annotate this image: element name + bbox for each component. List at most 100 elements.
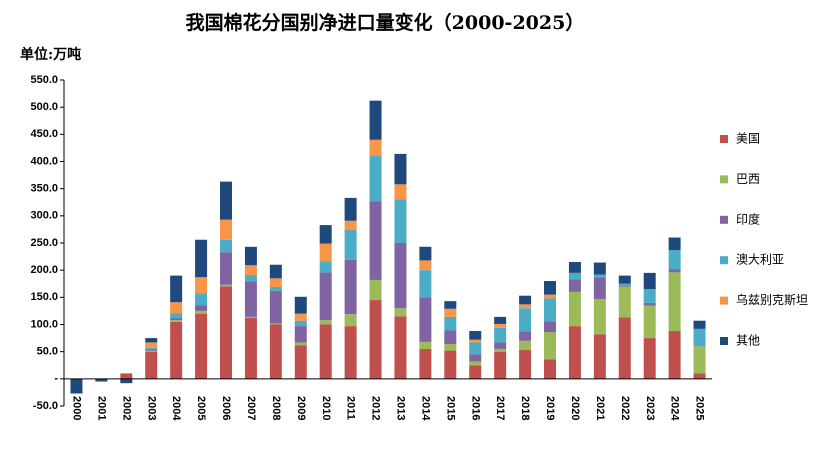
bar	[593, 277, 606, 299]
bar	[444, 344, 457, 351]
x-tick-label: 2023	[644, 396, 656, 420]
legend-swatch	[720, 256, 728, 265]
x-tick-label: 2006	[220, 396, 232, 420]
bar	[319, 324, 332, 379]
chart-title: 我国棉花分国别净进口量变化（2000-2025）	[186, 11, 585, 34]
bar	[419, 341, 432, 349]
bar	[120, 378, 133, 384]
bar	[344, 314, 357, 327]
y-tick-label: 350.0	[30, 183, 58, 195]
bar	[668, 250, 681, 270]
bar	[319, 320, 332, 325]
legend-label: 巴西	[736, 172, 760, 186]
bar	[419, 297, 432, 342]
legend-label: 澳大利亚	[736, 253, 784, 267]
bar	[369, 201, 382, 280]
bar	[145, 342, 158, 348]
y-tick-label: -	[54, 373, 58, 385]
bar	[269, 290, 282, 324]
bar	[494, 327, 507, 343]
legend-swatch	[720, 296, 728, 305]
bar	[220, 286, 232, 379]
bar	[444, 330, 457, 345]
bar	[244, 316, 257, 318]
bar	[344, 326, 357, 379]
bar	[344, 259, 357, 315]
bar	[544, 281, 556, 295]
bar	[394, 308, 407, 317]
bar	[369, 279, 382, 301]
x-tick-label: 2011	[345, 396, 357, 420]
bar	[544, 321, 556, 333]
bar	[220, 239, 232, 253]
bar	[244, 281, 257, 317]
legend-swatch	[720, 215, 728, 224]
legend-swatch	[720, 337, 728, 345]
bar	[568, 326, 581, 379]
bar	[469, 331, 482, 340]
bar	[568, 291, 581, 327]
bar	[469, 361, 482, 366]
x-tick-label: 2016	[469, 396, 481, 420]
bar	[244, 246, 257, 266]
bar	[394, 243, 407, 309]
bar	[220, 252, 232, 285]
y-tick-label: 150.0	[30, 291, 58, 303]
bar	[668, 272, 681, 332]
y-tick-label: 400.0	[30, 155, 58, 167]
bar	[519, 308, 532, 332]
bar	[643, 305, 656, 339]
y-tick-label: 50.0	[37, 346, 58, 358]
bar	[419, 260, 432, 271]
bar	[344, 220, 357, 230]
bar	[494, 348, 507, 352]
bar	[294, 326, 307, 343]
bar	[195, 277, 208, 294]
bar	[469, 339, 482, 343]
bar	[120, 373, 133, 379]
y-tick-label: -50.0	[33, 400, 58, 412]
x-tick-label: 2017	[494, 396, 506, 420]
x-tick-label: 2008	[270, 396, 282, 420]
legend-label: 印度	[736, 211, 760, 226]
bar	[145, 338, 158, 343]
x-tick-label: 2002	[120, 396, 132, 420]
x-tick-label: 2004	[170, 396, 182, 421]
bar	[269, 324, 282, 379]
bar	[195, 305, 208, 311]
legend-swatch	[720, 135, 728, 143]
bar	[643, 289, 656, 303]
bar	[269, 323, 282, 325]
x-tick-label: 2000	[71, 396, 83, 420]
bar	[693, 373, 706, 379]
bar	[544, 332, 556, 360]
y-tick-label: 450.0	[30, 128, 58, 140]
bar	[220, 181, 232, 220]
bar	[519, 331, 532, 341]
bar	[643, 338, 656, 379]
bar	[544, 294, 556, 299]
bar	[419, 270, 432, 298]
x-tick-label: 2009	[295, 396, 307, 420]
bar	[170, 275, 183, 303]
bar	[394, 316, 407, 379]
bar	[170, 320, 183, 322]
bar	[494, 342, 507, 349]
bar	[593, 262, 606, 275]
bar	[319, 243, 332, 262]
bar	[244, 275, 257, 282]
bar	[195, 313, 208, 379]
y-axis-label: 单位:万吨	[20, 46, 81, 63]
bar	[294, 320, 307, 327]
y-tick-label: 500.0	[30, 101, 58, 113]
bar	[693, 320, 706, 329]
bar	[519, 350, 532, 379]
bar	[444, 301, 457, 309]
x-tick-label: 2021	[594, 396, 606, 420]
bar	[469, 365, 482, 379]
bar	[269, 287, 282, 291]
bar	[244, 317, 257, 379]
bar	[294, 345, 307, 379]
bar	[668, 269, 681, 273]
bar	[369, 300, 382, 379]
